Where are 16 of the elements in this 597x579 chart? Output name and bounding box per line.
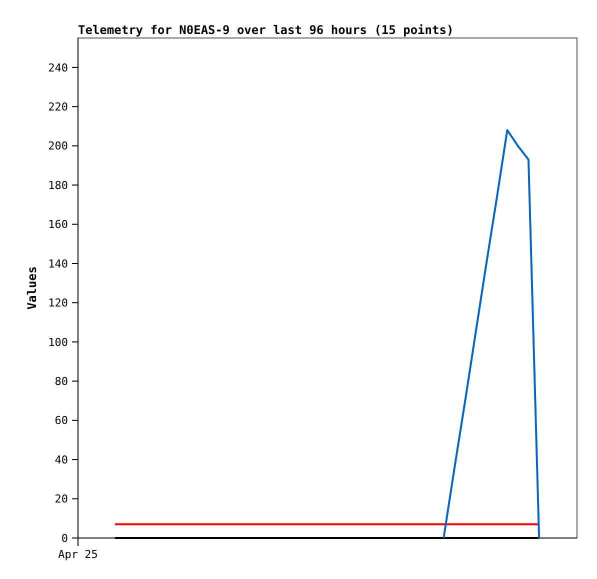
y-tick-label: 200: [48, 140, 68, 153]
y-axis-title: Values: [25, 266, 39, 310]
y-tick-label: 20: [54, 492, 68, 506]
y-tick-label: 80: [54, 374, 68, 388]
y-tick-label: 40: [54, 453, 68, 466]
y-tick-label: 220: [48, 100, 68, 114]
y-tick-label: 240: [48, 61, 68, 74]
y-tick-label: 0: [61, 532, 68, 545]
chart-title: Telemetry for N0EAS-9 over last 96 hours (15 points): [78, 23, 454, 37]
y-tick-label: 180: [48, 178, 68, 192]
y-tick-label: 100: [48, 336, 68, 349]
y-tick-label: 160: [48, 218, 68, 232]
y-tick-label: 140: [48, 257, 68, 270]
text: Apr 25: [58, 548, 98, 561]
y-tick-label: 120: [48, 296, 68, 310]
y-tick-label: 60: [54, 414, 68, 428]
